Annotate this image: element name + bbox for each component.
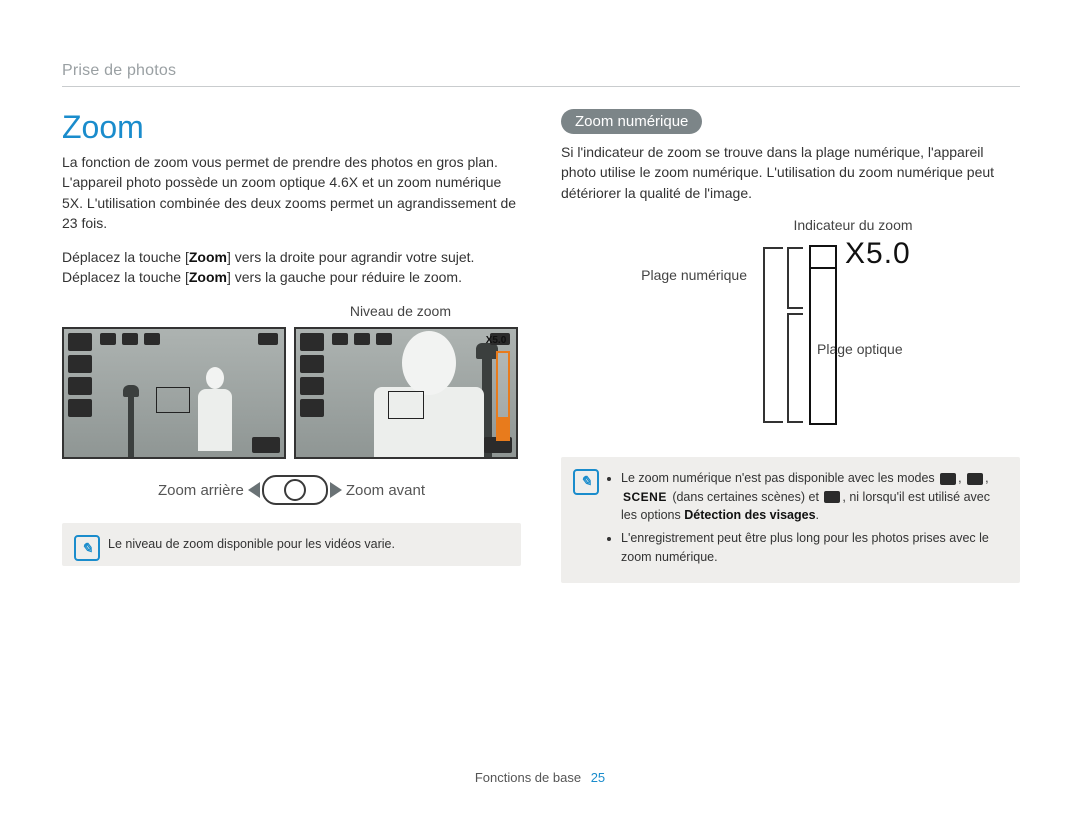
bold-option: Détection des visages (684, 508, 815, 522)
heading-digital-zoom: Zoom numérique (561, 109, 702, 134)
zoom-rocker-icon (262, 475, 328, 505)
camera-mode-icon (68, 333, 92, 351)
focus-frame (156, 387, 190, 413)
zoom-key-label: Zoom (189, 269, 227, 285)
zoom-rocker-row: Zoom arrière Zoom avant (62, 475, 521, 505)
footer-section: Fonctions de base (475, 770, 581, 785)
note-text: Le niveau de zoom disponible pour les vi… (108, 537, 395, 551)
note-item: L'enregistrement peut être plus long pou… (621, 529, 1006, 567)
af-icon (68, 377, 92, 395)
flash-icon (68, 355, 92, 373)
note-box-right: ✎ Le zoom numérique n'est pas disponible… (561, 457, 1020, 583)
flash-icon (300, 355, 324, 373)
note-icon: ✎ (74, 535, 100, 561)
note-icon: ✎ (573, 469, 599, 495)
screenshot-pair: X5.0 (62, 327, 521, 459)
label-digital-range: Plage numérique (617, 267, 747, 283)
focus-frame (388, 391, 424, 419)
scene-icon: SCENE (623, 488, 667, 506)
paragraph-instruction: Déplacez la touche [Zoom] vers la droite… (62, 247, 521, 288)
breadcrumb: Prise de photos (62, 62, 1020, 87)
bracket-digital (787, 247, 803, 309)
camera-mode-icon (300, 333, 324, 351)
mode-icon (967, 473, 983, 485)
label-zoom-in: Zoom avant (346, 482, 425, 499)
text-fragment: ] vers la gauche pour réduire le zoom. (227, 269, 462, 285)
column-left: Zoom La fonction de zoom vous permet de … (62, 109, 521, 583)
label-zoom-out: Zoom arrière (158, 482, 244, 499)
timer-icon (68, 399, 92, 417)
af-icon (300, 377, 324, 395)
note-box-left: ✎ Le niveau de zoom disponible pour les … (62, 523, 521, 566)
lcd-screenshot-wide (62, 327, 286, 459)
column-right: Zoom numérique Si l'indicateur de zoom s… (561, 109, 1020, 583)
zoom-key-label: Zoom (189, 249, 227, 265)
note-item: Le zoom numérique n'est pas disponible a… (621, 469, 1006, 525)
caption-niveau: Niveau de zoom (62, 302, 521, 322)
mode-icon (940, 473, 956, 485)
timer-icon (300, 399, 324, 417)
label-indicator: Indicateur du zoom (793, 217, 913, 233)
zoom-level-bar: X5.0 (496, 351, 510, 441)
page-footer: Fonctions de base 25 (0, 770, 1080, 785)
paragraph-digital: Si l'indicateur de zoom se trouve dans l… (561, 142, 1020, 203)
page-number: 25 (591, 770, 605, 785)
bracket-optical (787, 313, 803, 423)
paragraph-intro: La fonction de zoom vous permet de prend… (62, 152, 521, 233)
x5-label: X5.0 (845, 237, 911, 271)
text-fragment: Le zoom numérique n'est pas disponible a… (621, 471, 938, 485)
text-fragment: (dans certaines scènes) et (669, 490, 823, 504)
zoom-bar-illustration (809, 245, 837, 425)
mode-icon (824, 491, 840, 503)
bracket-full (763, 247, 783, 423)
battery-icon (258, 333, 278, 345)
zoom-marker: X5.0 (474, 335, 518, 351)
zoom-indicator-diagram: Indicateur du zoom Plage numérique Plage… (701, 217, 1001, 437)
lcd-screenshot-tele: X5.0 (294, 327, 518, 459)
heading-zoom: Zoom (62, 109, 521, 146)
text-fragment: Déplacez la touche [ (62, 249, 189, 265)
menu-button-icon (252, 437, 280, 453)
